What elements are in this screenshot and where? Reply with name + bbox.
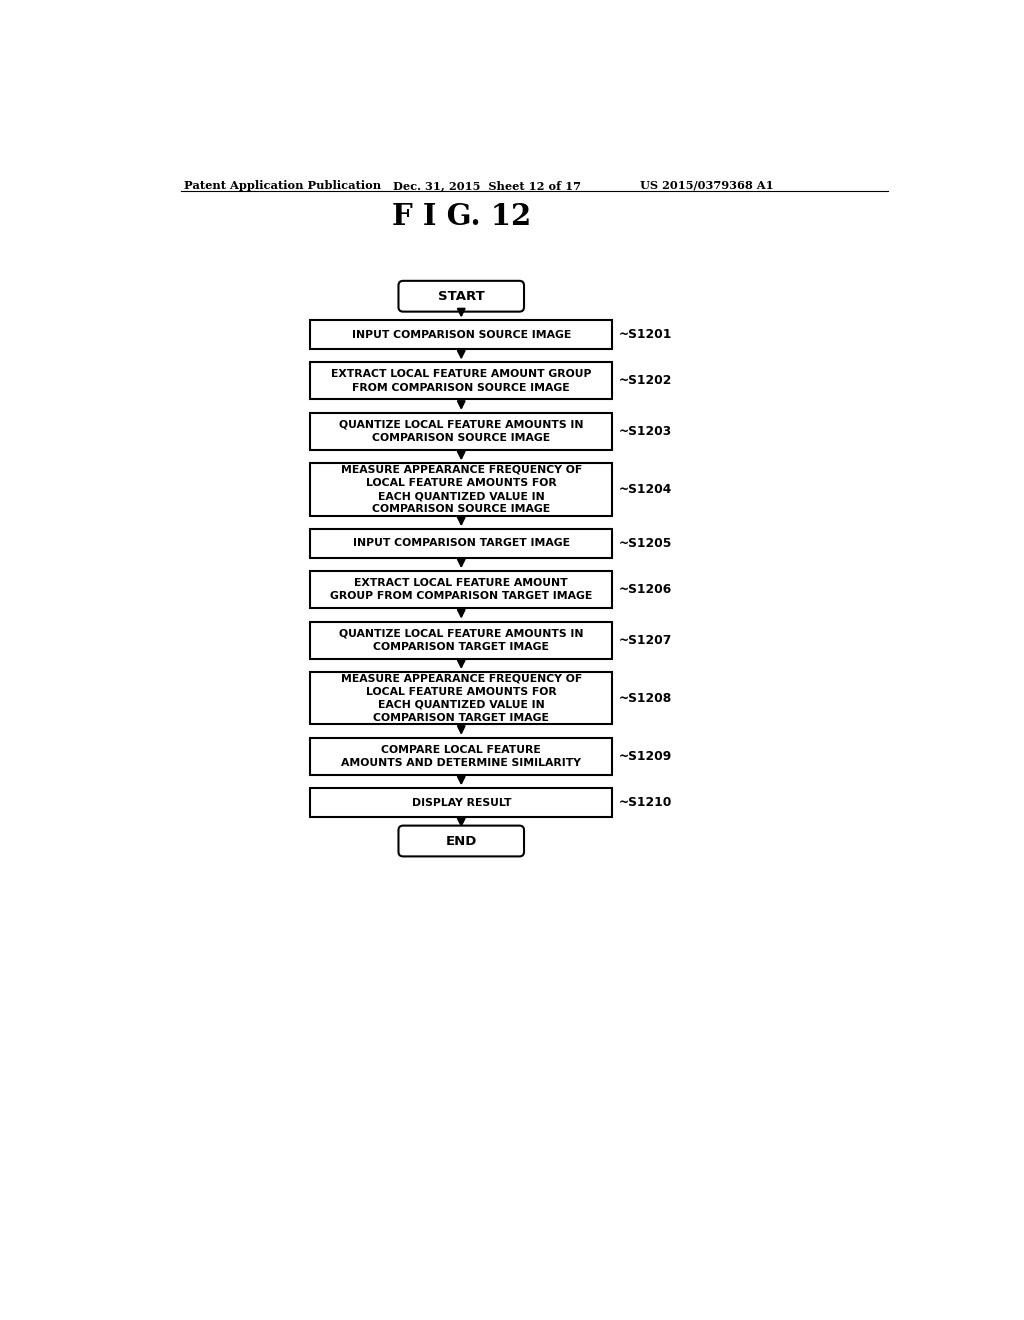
Text: ~S1202: ~S1202 bbox=[618, 375, 672, 388]
Text: DISPLAY RESULT: DISPLAY RESULT bbox=[412, 797, 511, 808]
FancyBboxPatch shape bbox=[310, 622, 612, 659]
Text: MEASURE APPEARANCE FREQUENCY OF
LOCAL FEATURE AMOUNTS FOR
EACH QUANTIZED VALUE I: MEASURE APPEARANCE FREQUENCY OF LOCAL FE… bbox=[341, 673, 582, 723]
FancyBboxPatch shape bbox=[310, 463, 612, 516]
FancyBboxPatch shape bbox=[310, 529, 612, 557]
FancyBboxPatch shape bbox=[310, 363, 612, 400]
Text: END: END bbox=[445, 834, 477, 847]
Text: ~S1209: ~S1209 bbox=[618, 750, 672, 763]
Text: ~S1203: ~S1203 bbox=[618, 425, 672, 438]
Text: ~S1201: ~S1201 bbox=[618, 329, 672, 342]
Text: START: START bbox=[438, 289, 484, 302]
Text: ~S1208: ~S1208 bbox=[618, 692, 672, 705]
Text: QUANTIZE LOCAL FEATURE AMOUNTS IN
COMPARISON SOURCE IMAGE: QUANTIZE LOCAL FEATURE AMOUNTS IN COMPAR… bbox=[339, 420, 584, 444]
Text: US 2015/0379368 A1: US 2015/0379368 A1 bbox=[640, 180, 773, 191]
Text: F I G. 12: F I G. 12 bbox=[391, 202, 530, 231]
Text: ~S1205: ~S1205 bbox=[618, 537, 672, 550]
Text: MEASURE APPEARANCE FREQUENCY OF
LOCAL FEATURE AMOUNTS FOR
EACH QUANTIZED VALUE I: MEASURE APPEARANCE FREQUENCY OF LOCAL FE… bbox=[341, 465, 582, 515]
Text: Patent Application Publication: Patent Application Publication bbox=[183, 180, 381, 191]
FancyBboxPatch shape bbox=[310, 672, 612, 725]
FancyBboxPatch shape bbox=[310, 321, 612, 348]
FancyBboxPatch shape bbox=[398, 825, 524, 857]
FancyBboxPatch shape bbox=[310, 788, 612, 817]
Text: EXTRACT LOCAL FEATURE AMOUNT
GROUP FROM COMPARISON TARGET IMAGE: EXTRACT LOCAL FEATURE AMOUNT GROUP FROM … bbox=[330, 578, 592, 601]
FancyBboxPatch shape bbox=[310, 572, 612, 609]
Text: ~S1206: ~S1206 bbox=[618, 583, 672, 597]
Text: COMPARE LOCAL FEATURE
AMOUNTS AND DETERMINE SIMILARITY: COMPARE LOCAL FEATURE AMOUNTS AND DETERM… bbox=[341, 744, 582, 768]
Text: INPUT COMPARISON TARGET IMAGE: INPUT COMPARISON TARGET IMAGE bbox=[352, 539, 569, 548]
Text: ~S1207: ~S1207 bbox=[618, 634, 672, 647]
Text: INPUT COMPARISON SOURCE IMAGE: INPUT COMPARISON SOURCE IMAGE bbox=[351, 330, 570, 339]
Text: Dec. 31, 2015  Sheet 12 of 17: Dec. 31, 2015 Sheet 12 of 17 bbox=[393, 180, 581, 191]
Text: QUANTIZE LOCAL FEATURE AMOUNTS IN
COMPARISON TARGET IMAGE: QUANTIZE LOCAL FEATURE AMOUNTS IN COMPAR… bbox=[339, 628, 584, 652]
FancyBboxPatch shape bbox=[310, 738, 612, 775]
FancyBboxPatch shape bbox=[398, 281, 524, 312]
FancyBboxPatch shape bbox=[310, 413, 612, 450]
Text: ~S1204: ~S1204 bbox=[618, 483, 672, 496]
Text: ~S1210: ~S1210 bbox=[618, 796, 672, 809]
Text: EXTRACT LOCAL FEATURE AMOUNT GROUP
FROM COMPARISON SOURCE IMAGE: EXTRACT LOCAL FEATURE AMOUNT GROUP FROM … bbox=[331, 370, 592, 392]
